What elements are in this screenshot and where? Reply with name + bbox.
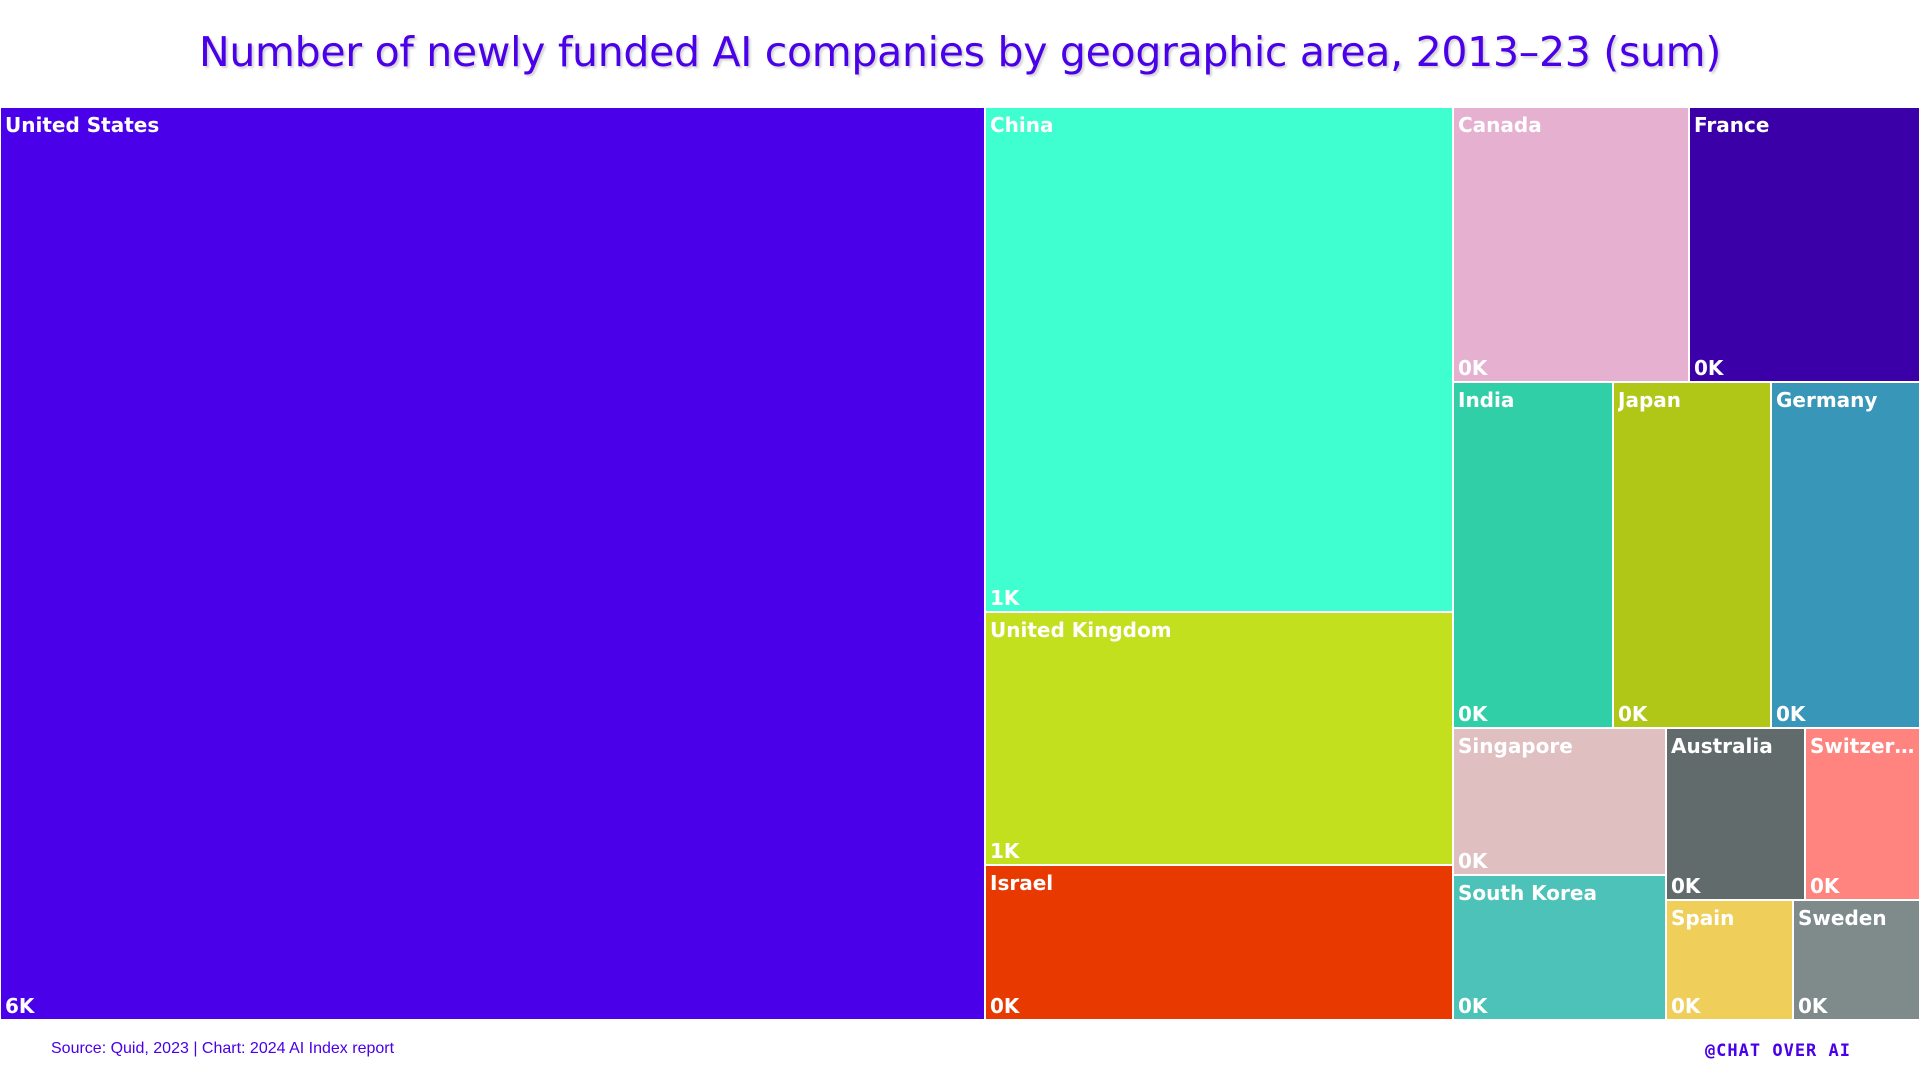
treemap-tile-united-kingdom[interactable]: United Kingdom 1K	[985, 612, 1453, 865]
brand-logo: @CHAT OVER AI	[1704, 1041, 1851, 1061]
tile-value-label: 0K	[1458, 994, 1488, 1018]
treemap-tile-france[interactable]: France 0K	[1689, 107, 1920, 382]
tile-label: Singapore	[1458, 734, 1573, 758]
tile-label: Spain	[1671, 906, 1735, 930]
treemap-tile-australia[interactable]: Australia 0K	[1666, 728, 1805, 900]
treemap-tile-united-states[interactable]: United States 6K	[0, 107, 985, 1020]
treemap-tile-india[interactable]: India 0K	[1453, 382, 1613, 728]
tile-value-label: 0K	[1671, 874, 1701, 898]
treemap-tile-canada[interactable]: Canada 0K	[1453, 107, 1689, 382]
tile-label: United Kingdom	[990, 618, 1172, 642]
tile-value-label: 0K	[1694, 356, 1724, 380]
tile-value-label: 0K	[990, 994, 1020, 1018]
tile-value-label: 0K	[1798, 994, 1828, 1018]
tile-value-label: 1K	[990, 586, 1020, 610]
treemap-tile-south-korea[interactable]: South Korea 0K	[1453, 875, 1666, 1020]
source-note: Source: Quid, 2023 | Chart: 2024 AI Inde…	[51, 1040, 395, 1057]
tile-label: Japan	[1618, 388, 1681, 412]
treemap-tile-germany[interactable]: Germany 0K	[1771, 382, 1920, 728]
tile-label: Switzerl…	[1810, 734, 1915, 758]
tile-value-label: 0K	[1458, 702, 1488, 726]
tile-value-label: 0K	[1776, 702, 1806, 726]
tile-value-label: 6K	[5, 994, 35, 1018]
treemap-tile-spain[interactable]: Spain 0K	[1666, 900, 1793, 1020]
tile-value-label: 0K	[1458, 849, 1488, 873]
treemap-tile-switzerl[interactable]: Switzerl… 0K	[1805, 728, 1920, 900]
tile-value-label: 0K	[1618, 702, 1648, 726]
tile-label: France	[1694, 113, 1770, 137]
tile-value-label: 1K	[990, 839, 1020, 863]
treemap-tile-japan[interactable]: Japan 0K	[1613, 382, 1771, 728]
tile-label: Sweden	[1798, 906, 1887, 930]
tile-label: Canada	[1458, 113, 1542, 137]
treemap-tile-sweden[interactable]: Sweden 0K	[1793, 900, 1920, 1020]
tile-label: South Korea	[1458, 881, 1597, 905]
tile-label: Israel	[990, 871, 1054, 895]
treemap-tile-china[interactable]: China 1K	[985, 107, 1453, 612]
chart-title: Number of newly funded AI companies by g…	[198, 28, 1722, 76]
treemap-tile-singapore[interactable]: Singapore 0K	[1453, 728, 1666, 875]
tile-value-label: 0K	[1458, 356, 1488, 380]
tile-label: China	[990, 113, 1054, 137]
treemap-plot: United States 6K China 1K United Kingdom 1K Is…	[0, 107, 1920, 1020]
tile-label: Germany	[1776, 388, 1878, 412]
tile-label: United States	[5, 113, 160, 137]
tile-value-label: 0K	[1810, 874, 1840, 898]
tile-label: India	[1458, 388, 1515, 412]
tile-value-label: 0K	[1671, 994, 1701, 1018]
tile-label: Australia	[1671, 734, 1773, 758]
treemap-tile-israel[interactable]: Israel 0K	[985, 865, 1453, 1020]
